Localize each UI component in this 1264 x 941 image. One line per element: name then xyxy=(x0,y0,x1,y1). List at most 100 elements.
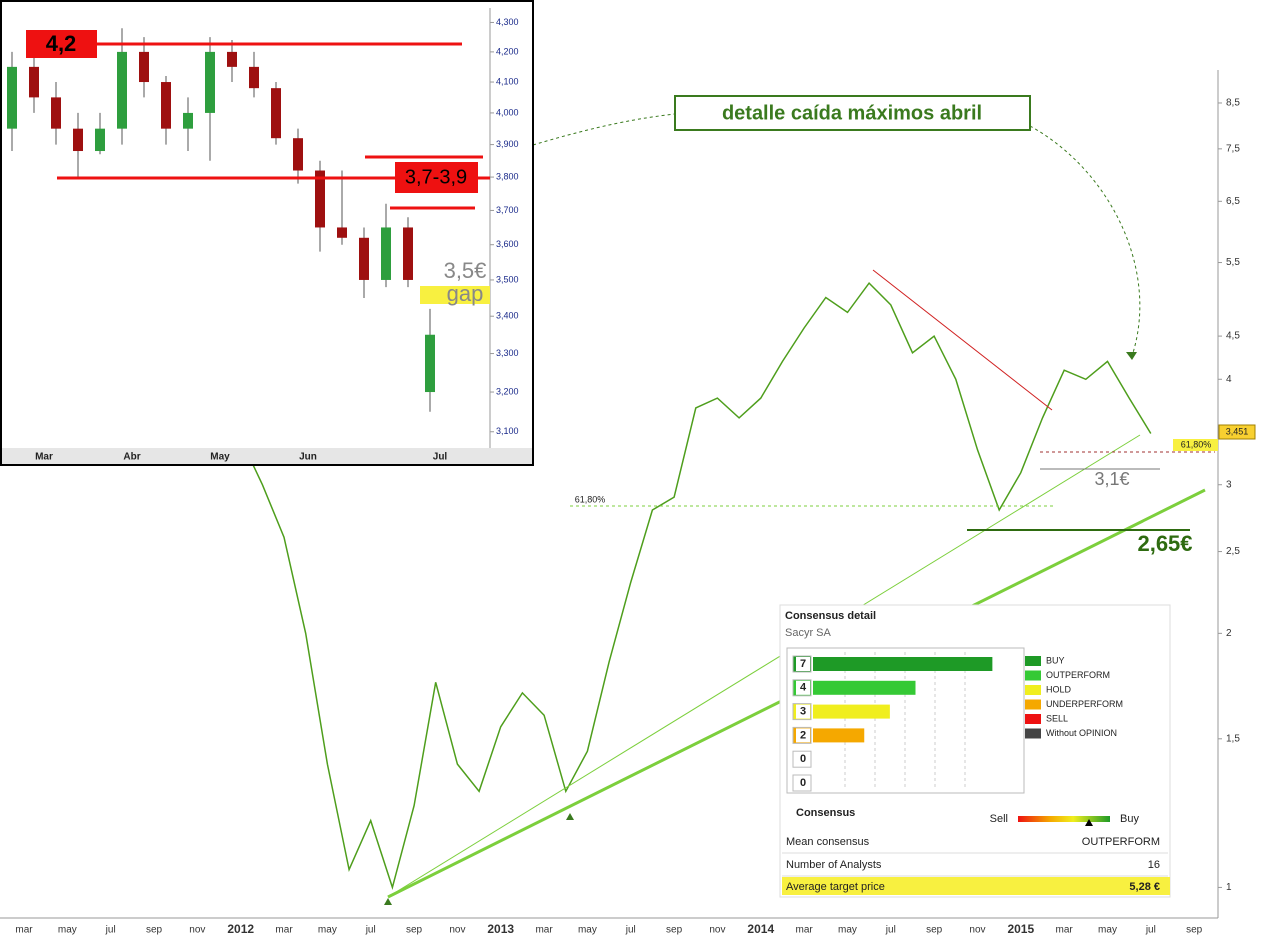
legend-swatch xyxy=(1025,670,1041,681)
y-tick-label: 4,300 xyxy=(496,17,519,27)
y-tick-label: 1,5 xyxy=(1226,733,1240,744)
count-box-inner xyxy=(796,680,810,695)
x-tick-label: sep xyxy=(146,925,163,936)
bar xyxy=(813,728,865,743)
count-label: 7 xyxy=(800,658,806,670)
candle-body xyxy=(29,66,39,98)
y-tick-label: 7,5 xyxy=(1226,143,1240,154)
legend-label: UNDERPERFORM xyxy=(1046,699,1123,709)
legend-label: Without OPINION xyxy=(1046,728,1117,738)
x-tick-label: mar xyxy=(1056,925,1074,936)
y-tick-label: 3,500 xyxy=(496,274,519,284)
row-value: 16 xyxy=(1148,859,1160,871)
consensus-scale xyxy=(1018,816,1110,822)
inset-x-axis-band xyxy=(2,448,532,464)
x-tick-label: may xyxy=(318,925,337,936)
y-tick-label: 8,5 xyxy=(1226,98,1240,109)
inset-chart: 4,300 4,200 4,100 4,000 3,900 3,800 3,700 3,600… xyxy=(0,0,534,466)
arrow xyxy=(532,113,676,146)
arrow-head xyxy=(1126,352,1137,360)
candle-body xyxy=(293,138,303,171)
y-tick-label: 2,5 xyxy=(1226,546,1240,557)
legend-label: SELL xyxy=(1046,713,1068,723)
gap-highlight xyxy=(420,286,490,304)
count-box-inner xyxy=(796,704,810,719)
row-value: 5,28 € xyxy=(1129,881,1160,893)
row-highlight xyxy=(782,877,1170,895)
candle-body xyxy=(205,51,215,113)
x-tick-label: nov xyxy=(449,925,465,936)
candle-body xyxy=(73,128,83,152)
scale-high: Buy xyxy=(1120,813,1139,825)
y-tick-label: 4,100 xyxy=(496,76,519,86)
x-tick-label: may xyxy=(1098,925,1117,936)
candle-body xyxy=(117,51,127,129)
x-tick-label: sep xyxy=(926,925,943,936)
x-tick-label: 2013 xyxy=(487,922,514,936)
bar xyxy=(813,680,916,695)
row-value: OUTPERFORM xyxy=(1082,836,1160,848)
consensus-heading: Consensus xyxy=(796,807,855,819)
legend-swatch xyxy=(1025,728,1041,739)
candle-body xyxy=(183,112,193,129)
annotation: detalle caída máximos abril xyxy=(722,102,982,124)
y-tick-label: 4,5 xyxy=(1226,331,1240,342)
main-plot: 8,5 7,5 6,5 5,5 4,5 4 3 2,5 2 1,5 1 mar may jul sep nov… xyxy=(15,89,1240,936)
x-tick-label: 2015 xyxy=(1007,922,1034,936)
price-tag-label: 3,451 xyxy=(1226,426,1249,436)
candle-body xyxy=(95,128,105,152)
y-tick-label: 3,800 xyxy=(496,171,519,181)
bar xyxy=(813,657,993,671)
annotation: 3,7-3,9 xyxy=(405,166,467,188)
annotation-box xyxy=(26,30,97,58)
y-tick-label: 3 xyxy=(1226,479,1232,490)
inset-annotations: 4,2 3,7-3,9 3,5€ gap xyxy=(26,30,490,306)
x-tick-label: sep xyxy=(1186,925,1203,936)
candle-body xyxy=(271,88,281,139)
legend-swatch xyxy=(1025,699,1041,710)
x-tick-label: Abr xyxy=(123,452,140,463)
candle-body xyxy=(139,51,149,83)
panel-subtitle: Sacyr SA xyxy=(785,627,832,639)
inset-frame xyxy=(0,0,534,466)
y-tick-label: 3,900 xyxy=(496,139,519,149)
x-tick-label: nov xyxy=(969,925,985,936)
trend-line xyxy=(872,269,1053,411)
x-tick-label: may xyxy=(578,925,597,936)
x-tick-label: Jul xyxy=(433,452,448,463)
annotation: 61,80% xyxy=(575,494,606,504)
count-label: 0 xyxy=(800,753,806,765)
scale-pointer xyxy=(1085,819,1093,826)
x-tick-label: nov xyxy=(189,925,205,936)
x-tick-label: May xyxy=(210,452,230,463)
count-label: 2 xyxy=(800,729,806,741)
count-box-inner xyxy=(796,776,810,790)
x-tick-label: jul xyxy=(1145,925,1156,936)
count-box-inner xyxy=(796,728,810,743)
y-tick-label: 1 xyxy=(1226,882,1232,893)
candle-body xyxy=(403,227,413,280)
candle-body xyxy=(359,237,369,280)
x-tick-label: mar xyxy=(796,925,814,936)
x-tick-label: Mar xyxy=(35,452,53,463)
candle-body xyxy=(227,51,237,67)
candle-body xyxy=(249,66,259,89)
candle-body xyxy=(51,97,61,129)
annotation: 3,5€ xyxy=(444,258,487,283)
y-tick-label: 3,600 xyxy=(496,239,519,249)
annotation: 61,80% xyxy=(1181,439,1212,449)
arrow-head xyxy=(384,898,392,905)
x-tick-label: jul xyxy=(625,925,636,936)
consensus-panel: Consensus detail Sacyr SA Consensus Sell… xyxy=(779,604,1171,898)
x-tick-label: mar xyxy=(535,925,553,936)
price-tag xyxy=(1218,424,1256,440)
legend-swatch xyxy=(1025,656,1041,666)
count-box-inner xyxy=(796,657,810,671)
scale-low: Sell xyxy=(990,813,1008,825)
panel-title: Consensus detail xyxy=(785,610,876,622)
y-tick-label: 3,200 xyxy=(496,386,519,396)
candle-body xyxy=(337,227,347,238)
arrow-head xyxy=(566,813,574,820)
